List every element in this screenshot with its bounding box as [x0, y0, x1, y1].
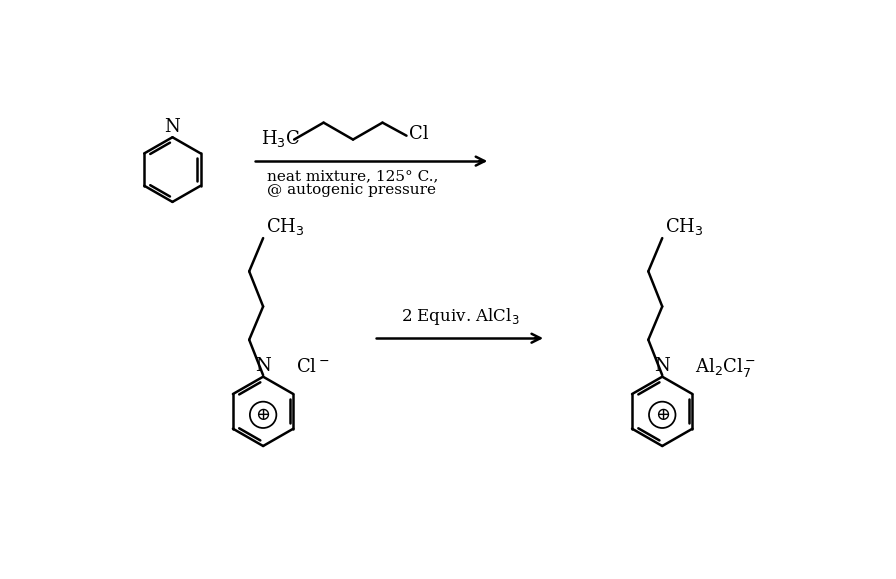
- Text: neat mixture, 125° C.,: neat mixture, 125° C.,: [267, 169, 438, 183]
- Text: Cl$^-$: Cl$^-$: [296, 358, 329, 376]
- Text: ⊕: ⊕: [255, 406, 271, 424]
- Text: Cl: Cl: [409, 125, 428, 143]
- Text: N: N: [165, 118, 180, 135]
- Text: CH$_3$: CH$_3$: [266, 215, 305, 237]
- Text: @ autogenic pressure: @ autogenic pressure: [267, 182, 436, 197]
- Text: 2 Equiv. AlCl$_3$: 2 Equiv. AlCl$_3$: [401, 306, 520, 328]
- Text: CH$_3$: CH$_3$: [666, 215, 704, 237]
- Text: ⊕: ⊕: [655, 406, 670, 424]
- Text: N: N: [255, 357, 271, 375]
- Text: H$_3$C: H$_3$C: [261, 127, 300, 148]
- Text: Al$_2$Cl$_7^-$: Al$_2$Cl$_7^-$: [694, 356, 755, 379]
- Text: N: N: [654, 357, 670, 375]
